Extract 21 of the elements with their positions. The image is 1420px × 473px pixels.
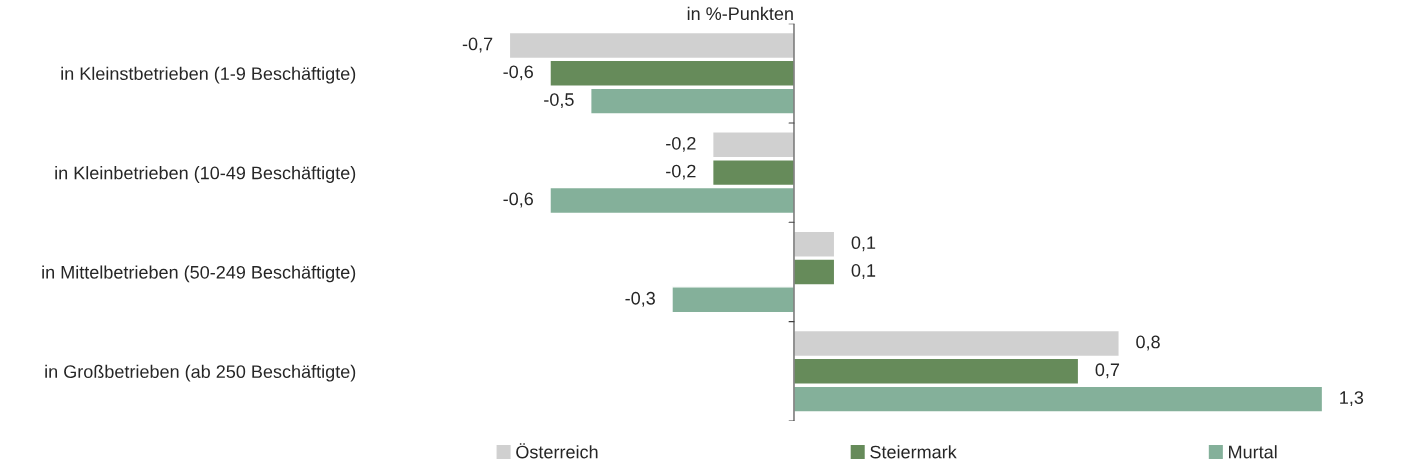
data-label: 1,3 — [1340, 391, 1364, 407]
legend-label: Steiermark — [870, 445, 957, 459]
data-label: -0,2 — [666, 164, 696, 180]
legend-label: Murtal — [1229, 445, 1277, 459]
data-label: -0,6 — [503, 192, 533, 208]
y-tick-label: in Kleinstbetrieben (1-9 Beschäftigte) — [61, 66, 356, 84]
data-label: 0,1 — [851, 236, 876, 252]
data-label: -0,5 — [544, 93, 574, 109]
data-label: 0,1 — [851, 264, 876, 279]
data-label: -0,2 — [666, 136, 696, 152]
data-label: -0,7 — [462, 37, 493, 53]
data-label: -0,6 — [503, 65, 533, 81]
data-label: -0,3 — [625, 291, 655, 307]
y-tick-label: in Kleinbetrieben (10-49 Beschäftigte) — [55, 166, 356, 183]
y-tick-label: in Großbetrieben (ab 250 Beschäftigte) — [45, 364, 356, 382]
y-tick-label: in Mittelbetrieben (50-249 Beschäftigte) — [42, 265, 356, 283]
legend-label: Österreich — [516, 443, 598, 459]
chart-title: in %-Punkten — [687, 6, 793, 21]
bar — [671, 286, 795, 314]
data-label: 0,8 — [1136, 335, 1160, 351]
data-label: 0,7 — [1095, 363, 1120, 379]
